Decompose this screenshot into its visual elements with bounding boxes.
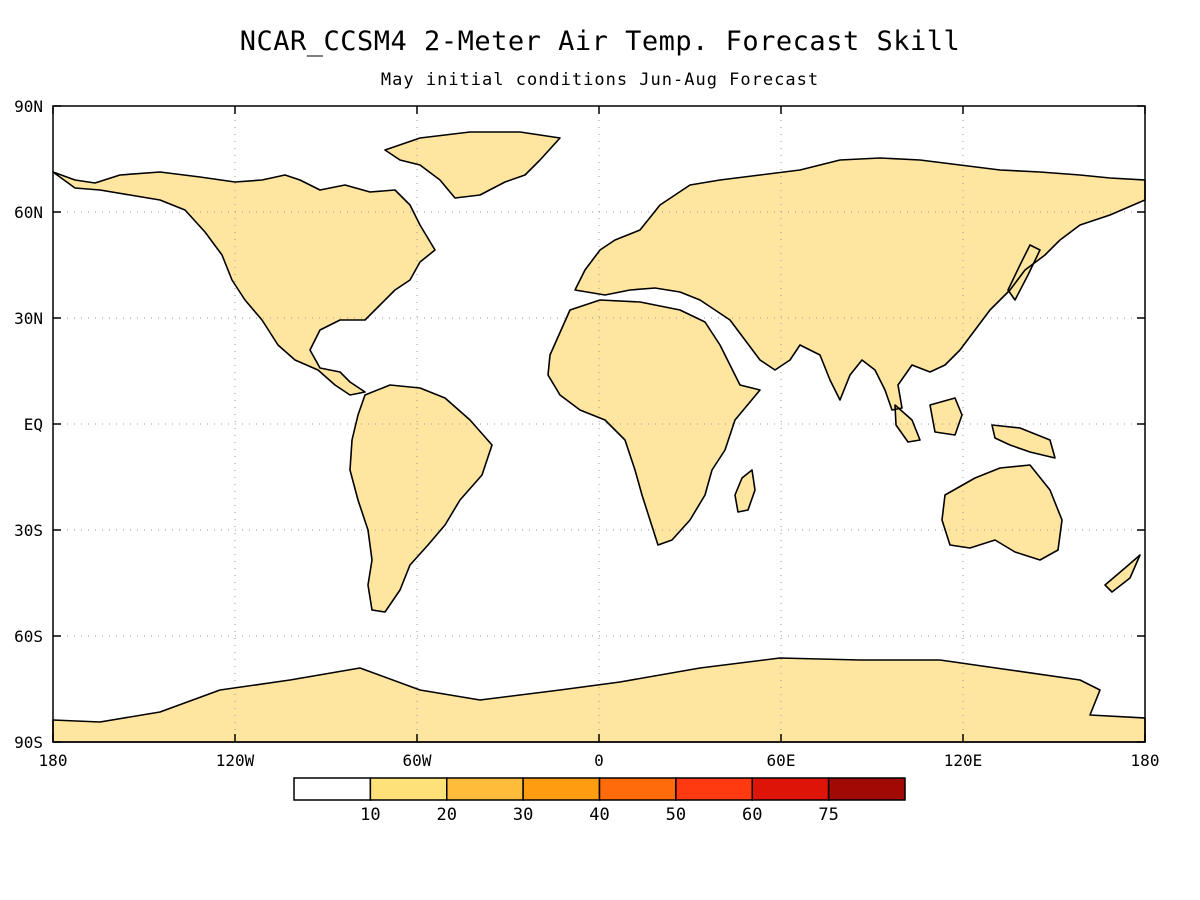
y-tick-label: EQ	[24, 415, 43, 434]
y-tick-label: 90N	[14, 97, 43, 116]
map-subtitle: May initial conditions Jun-Aug Forecast	[380, 70, 820, 90]
colorbar-label: 60	[742, 805, 762, 825]
colorbar-swatch	[598, 777, 677, 801]
colorbar-swatch	[446, 777, 524, 801]
colorbar-label: 20	[437, 805, 457, 825]
colorbar-label: 40	[589, 805, 609, 825]
colorbar-label: 10	[360, 805, 380, 825]
x-tick-label: 0	[594, 751, 604, 770]
colorbar-label: 30	[513, 805, 533, 825]
colorbar-swatch	[827, 777, 906, 801]
x-tick-label: 120E	[944, 751, 983, 770]
colorbar-swatch	[293, 777, 372, 801]
map-title: NCAR_CCSM4 2-Meter Air Temp. Forecast Sk…	[239, 26, 961, 57]
y-tick-label: 60N	[14, 203, 43, 222]
x-tick-label: 60W	[403, 751, 432, 770]
colorbar-swatch	[369, 777, 448, 801]
x-tick-label: 180	[39, 751, 68, 770]
colorbar-swatch	[522, 777, 601, 801]
colorbar-swatch	[675, 777, 753, 801]
colorbar: 10 20 30 40 50 60 75	[293, 777, 906, 825]
x-tick-label: 60E	[767, 751, 796, 770]
colorbar-label: 75	[818, 805, 838, 825]
colorbar-swatch	[751, 777, 830, 801]
y-tick-label: 30N	[14, 309, 43, 328]
y-tick-label: 90S	[14, 733, 43, 752]
y-tick-label: 30S	[14, 521, 43, 540]
colorbar-label: 50	[666, 805, 686, 825]
lat-lon-grid	[53, 106, 1145, 742]
x-tick-label: 120W	[216, 751, 255, 770]
y-tick-label: 60S	[14, 627, 43, 646]
x-tick-label: 180	[1131, 751, 1160, 770]
